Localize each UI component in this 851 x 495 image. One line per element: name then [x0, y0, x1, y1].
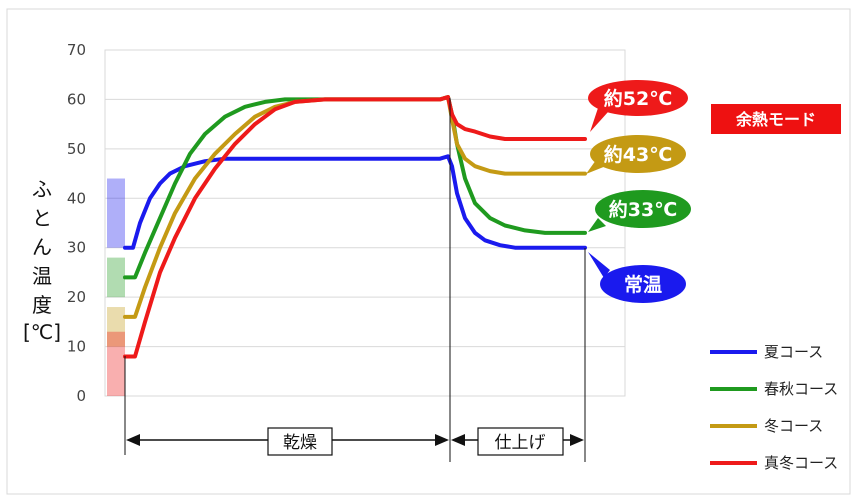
drying-arrow-right-head — [435, 434, 449, 446]
y-tick-labels: 0 10 20 30 40 50 60 70 — [67, 41, 86, 405]
annotation-red-bubble — [588, 80, 688, 116]
legend-label-2: 冬コース — [764, 417, 823, 435]
annotation-red-text: 約52℃ — [604, 87, 672, 110]
annotation-green-pointer — [588, 218, 606, 232]
annotation-green: 約33℃ — [588, 190, 691, 232]
y-tick-50: 50 — [67, 140, 86, 158]
start-temperature-bands — [107, 178, 125, 396]
y-axis-label-char: ふ — [32, 177, 52, 201]
y-axis-label-char: 温 — [32, 264, 52, 288]
legend-label-1: 春秋コース — [764, 380, 838, 398]
annotation-green-text: 約33℃ — [609, 198, 677, 221]
y-axis-label-char: と — [32, 206, 52, 230]
y-tick-40: 40 — [67, 189, 86, 207]
annotation-green-bubble — [595, 190, 691, 228]
finishing-arrow-left-head — [451, 434, 465, 446]
drying-label: 乾燥 — [283, 433, 317, 453]
annotation-blue: 常温 — [588, 252, 686, 303]
finishing-label-box — [477, 427, 564, 456]
drying-label-box — [267, 427, 333, 456]
finishing-label: 仕上げ — [495, 433, 546, 453]
y-axis-label-unit: [℃] — [23, 320, 61, 344]
residual-heat-badge-text: 余熱モード — [735, 110, 816, 129]
legend-label-3: 真冬コース — [764, 454, 838, 472]
annotation-blue-text: 常温 — [624, 273, 662, 296]
annotation-blue-pointer — [588, 252, 610, 278]
series-lines — [123, 95, 587, 359]
series-line-3 — [123, 95, 587, 359]
series-line-0 — [123, 154, 587, 250]
finishing-arrow-right-head — [570, 434, 584, 446]
start-band-1 — [107, 257, 125, 298]
residual-heat-badge: 余熱モード — [711, 104, 841, 134]
y-tick-30: 30 — [67, 239, 86, 257]
start-band-0 — [107, 178, 125, 248]
y-tick-10: 10 — [67, 338, 86, 356]
drying-arrow-left-head — [126, 434, 140, 446]
start-band-3 — [107, 331, 125, 396]
residual-heat-badge-bg — [711, 104, 841, 134]
y-tick-0: 0 — [76, 387, 86, 405]
y-axis-label-char: 度 — [32, 293, 52, 317]
y-axis-label-char: ん — [32, 235, 52, 259]
y-tick-60: 60 — [67, 90, 86, 108]
phase-markers: 乾燥 仕上げ — [124, 98, 586, 462]
annotation-gold: 約43℃ — [586, 135, 686, 174]
legend-label-0: 夏コース — [764, 343, 823, 361]
annotation-blue-bubble — [600, 265, 686, 303]
y-tick-20: 20 — [67, 288, 86, 306]
annotation-red: 約52℃ — [588, 80, 688, 132]
chart-outer-border — [6, 8, 851, 495]
y-tick-70: 70 — [67, 41, 86, 59]
annotation-gold-bubble — [590, 135, 686, 173]
start-band-2 — [107, 307, 125, 347]
annotation-gold-text: 約43℃ — [604, 143, 672, 166]
annotation-red-pointer — [590, 108, 608, 132]
